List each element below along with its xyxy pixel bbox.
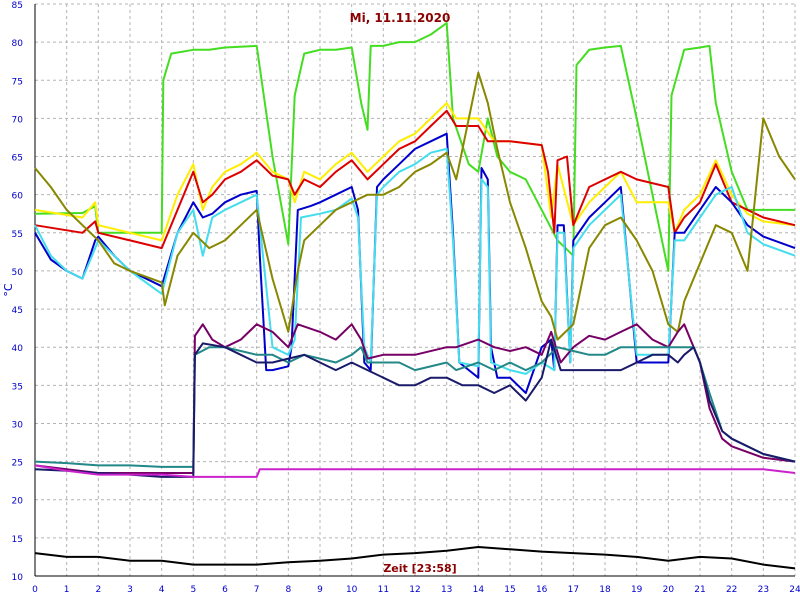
x-tick-label: 16 [536, 585, 548, 595]
x-tick-label: 21 [694, 585, 705, 595]
y-tick-label: 60 [12, 192, 24, 202]
y-tick-label: 45 [12, 306, 23, 316]
series-line-10 [34, 464, 796, 478]
x-tick-label: 17 [568, 585, 579, 595]
y-tick-label: 85 [12, 1, 23, 11]
y-tick-label: 15 [12, 535, 23, 545]
series-line-7 [34, 323, 796, 474]
x-tick-label: 12 [409, 585, 420, 595]
time-annotation: Zeit [23:58] [383, 562, 456, 575]
x-tick-label: 18 [599, 585, 611, 595]
y-tick-label: 75 [12, 77, 23, 87]
x-tick-label: 11 [378, 585, 389, 595]
y-tick-label: 25 [12, 459, 23, 469]
y-tick-label: 70 [12, 115, 24, 125]
y-tick-label: 50 [12, 268, 24, 278]
series-line-11 [34, 546, 796, 570]
x-tick-label: 5 [190, 585, 196, 595]
x-tick-label: 14 [473, 585, 485, 595]
y-tick-label: 35 [12, 382, 23, 392]
x-tick-label: 20 [663, 585, 675, 595]
chart-title: Mi, 11.11.2020 [350, 11, 451, 25]
y-tick-label: 20 [12, 497, 24, 507]
y-tick-label: 10 [12, 573, 24, 583]
series-group [34, 22, 796, 570]
y-tick-label: 40 [12, 344, 24, 354]
x-tick-label: 3 [127, 585, 133, 595]
x-tick-label: 9 [317, 585, 323, 595]
y-axis-label: °C [2, 283, 15, 297]
y-tick-label: 55 [12, 230, 23, 240]
x-tick-label: 23 [758, 585, 769, 595]
grid [34, 3, 796, 577]
x-tick-labels: 0 1 2 3 4 5 6 7 8 9 10 11 12 13 14 15 16 17 18 19 20 21 22 23 24 [32, 585, 800, 595]
x-tick-label: 24 [789, 585, 800, 595]
x-tick-label: 8 [285, 585, 291, 595]
x-tick-label: 7 [254, 585, 260, 595]
x-tick-label: 1 [64, 585, 70, 595]
x-tick-label: 2 [95, 585, 101, 595]
y-tick-labels: 10 15 20 25 30 35 40 45 50 55 60 65 70 75 80 85 [12, 1, 24, 583]
series-line-3 [34, 109, 796, 250]
series-line-8 [34, 346, 796, 468]
y-tick-label: 30 [12, 420, 24, 430]
series-line-9 [34, 338, 796, 478]
y-tick-label: 65 [12, 154, 23, 164]
x-tick-label: 22 [726, 585, 737, 595]
x-tick-label: 10 [346, 585, 358, 595]
series-line-1 [34, 22, 795, 272]
y-tick-label: 80 [12, 39, 24, 49]
x-tick-label: 0 [32, 585, 38, 595]
x-tick-label: 15 [504, 585, 515, 595]
x-tick-label: 13 [441, 585, 452, 595]
series-line-6 [34, 71, 796, 341]
series-line-4 [34, 132, 796, 394]
x-tick-label: 19 [631, 585, 643, 595]
x-tick-label: 4 [159, 585, 165, 595]
x-tick-label: 6 [222, 585, 228, 595]
